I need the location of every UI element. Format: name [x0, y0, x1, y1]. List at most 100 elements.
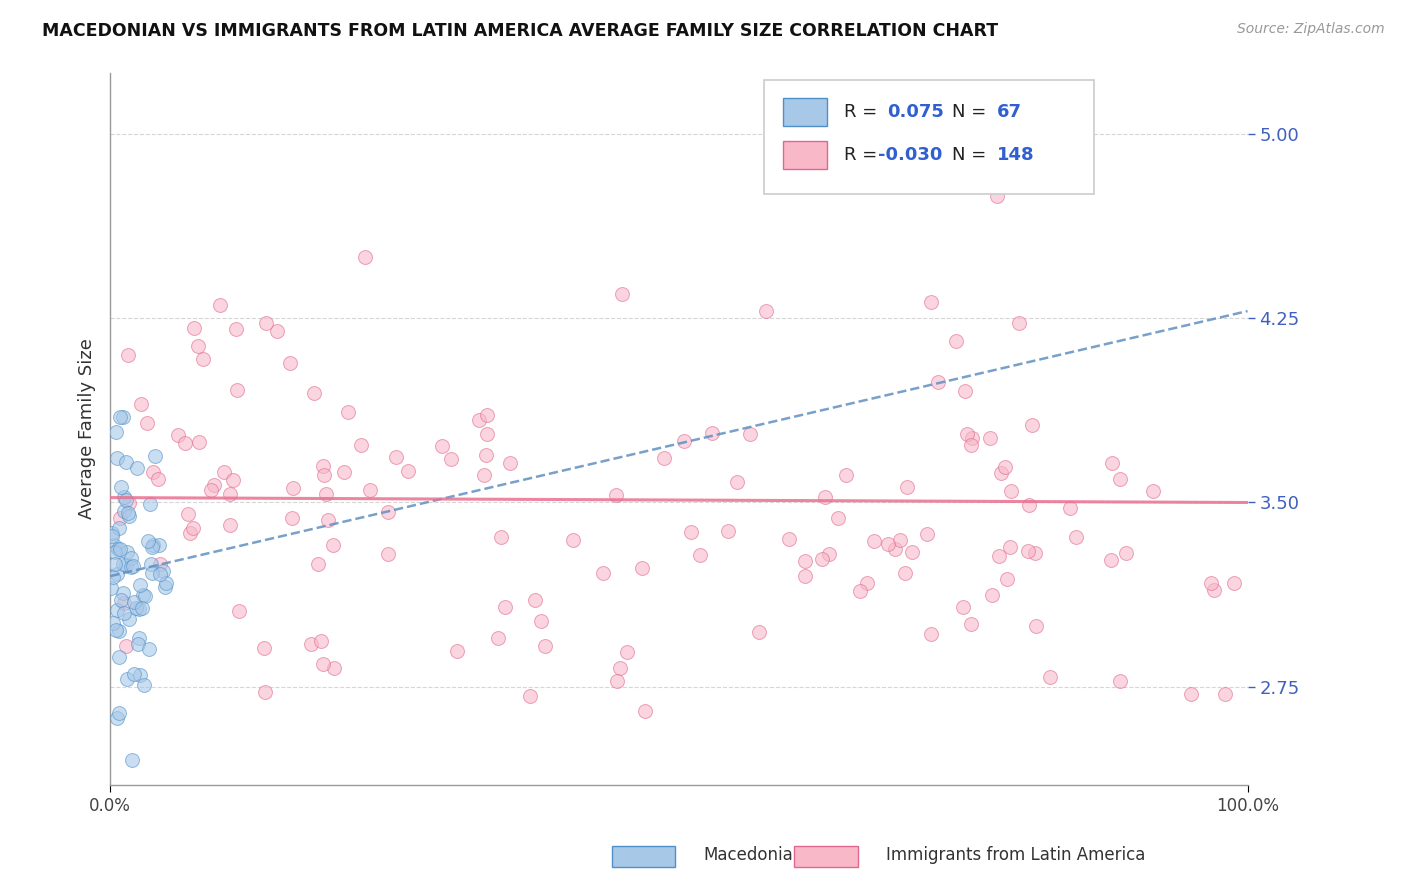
Point	[652, 451, 675, 466]
Point	[1039, 670, 1062, 684]
Point	[105, 603, 128, 617]
Point	[179, 526, 201, 541]
Point	[889, 533, 911, 547]
Point	[134, 590, 156, 604]
Point	[562, 533, 585, 547]
Text: R =: R =	[844, 145, 883, 164]
Point	[717, 524, 740, 538]
Point	[122, 595, 145, 609]
Point	[219, 487, 242, 501]
Text: Source: ZipAtlas.com: Source: ZipAtlas.com	[1237, 22, 1385, 37]
Y-axis label: Average Family Size: Average Family Size	[79, 338, 96, 519]
Point	[103, 570, 125, 584]
Point	[494, 599, 516, 614]
Point	[115, 455, 138, 469]
Point	[960, 431, 983, 445]
Point	[120, 559, 142, 574]
Point	[208, 298, 231, 312]
Point	[129, 578, 152, 592]
Point	[315, 487, 337, 501]
Point	[141, 540, 163, 554]
Point	[630, 560, 652, 574]
Point	[131, 601, 153, 615]
Point	[398, 465, 420, 479]
Point	[359, 483, 381, 498]
Point	[616, 645, 638, 659]
FancyBboxPatch shape	[783, 98, 827, 127]
Text: 0.075: 0.075	[887, 103, 943, 121]
Point	[128, 602, 150, 616]
Point	[530, 615, 553, 629]
Point	[115, 639, 138, 653]
Point	[318, 513, 340, 527]
Point	[110, 480, 132, 494]
Point	[883, 542, 905, 557]
Point	[835, 467, 858, 482]
Point	[896, 480, 918, 494]
Point	[994, 460, 1017, 475]
Point	[755, 303, 778, 318]
Point	[101, 529, 124, 543]
Text: 148: 148	[997, 145, 1035, 164]
Point	[849, 584, 872, 599]
Point	[877, 537, 900, 551]
Point	[606, 674, 628, 689]
Point	[129, 397, 152, 411]
Point	[302, 386, 325, 401]
Point	[894, 566, 917, 580]
Point	[995, 572, 1018, 586]
Point	[927, 375, 949, 389]
Point	[103, 615, 125, 630]
Point	[112, 558, 135, 572]
Point	[141, 566, 163, 581]
Point	[1108, 472, 1130, 486]
Point	[112, 606, 135, 620]
Point	[128, 631, 150, 645]
Point	[1008, 317, 1031, 331]
Point	[120, 551, 142, 566]
Point	[1201, 575, 1223, 590]
Point	[181, 521, 204, 535]
Point	[863, 534, 886, 549]
Point	[519, 689, 541, 703]
Point	[112, 504, 135, 518]
Point	[139, 557, 162, 571]
Point	[105, 710, 128, 724]
Point	[1064, 530, 1087, 544]
Point	[278, 356, 301, 370]
Point	[148, 472, 170, 486]
Point	[143, 449, 166, 463]
Point	[333, 466, 356, 480]
Point	[337, 405, 360, 419]
Text: R =: R =	[844, 103, 883, 121]
Point	[702, 426, 724, 441]
Point	[125, 601, 148, 615]
Point	[121, 753, 143, 767]
Point	[299, 637, 322, 651]
Point	[122, 559, 145, 574]
Point	[225, 384, 247, 398]
Point	[105, 624, 128, 638]
Point	[1101, 456, 1123, 470]
Point	[309, 633, 332, 648]
Point	[112, 596, 135, 610]
Point	[960, 438, 983, 452]
FancyBboxPatch shape	[765, 80, 1094, 194]
Point	[960, 616, 983, 631]
Point	[855, 575, 877, 590]
Point	[998, 540, 1021, 554]
Point	[187, 339, 209, 353]
Point	[104, 545, 127, 559]
Point	[1024, 546, 1046, 560]
Point	[112, 491, 135, 505]
Point	[114, 492, 136, 507]
Point	[477, 427, 499, 442]
Point	[322, 538, 344, 552]
Point	[1142, 483, 1164, 498]
Point	[115, 672, 138, 686]
Point	[1099, 553, 1122, 567]
Point	[155, 576, 177, 591]
Point	[110, 511, 132, 525]
Point	[952, 599, 974, 614]
Point	[725, 475, 748, 489]
